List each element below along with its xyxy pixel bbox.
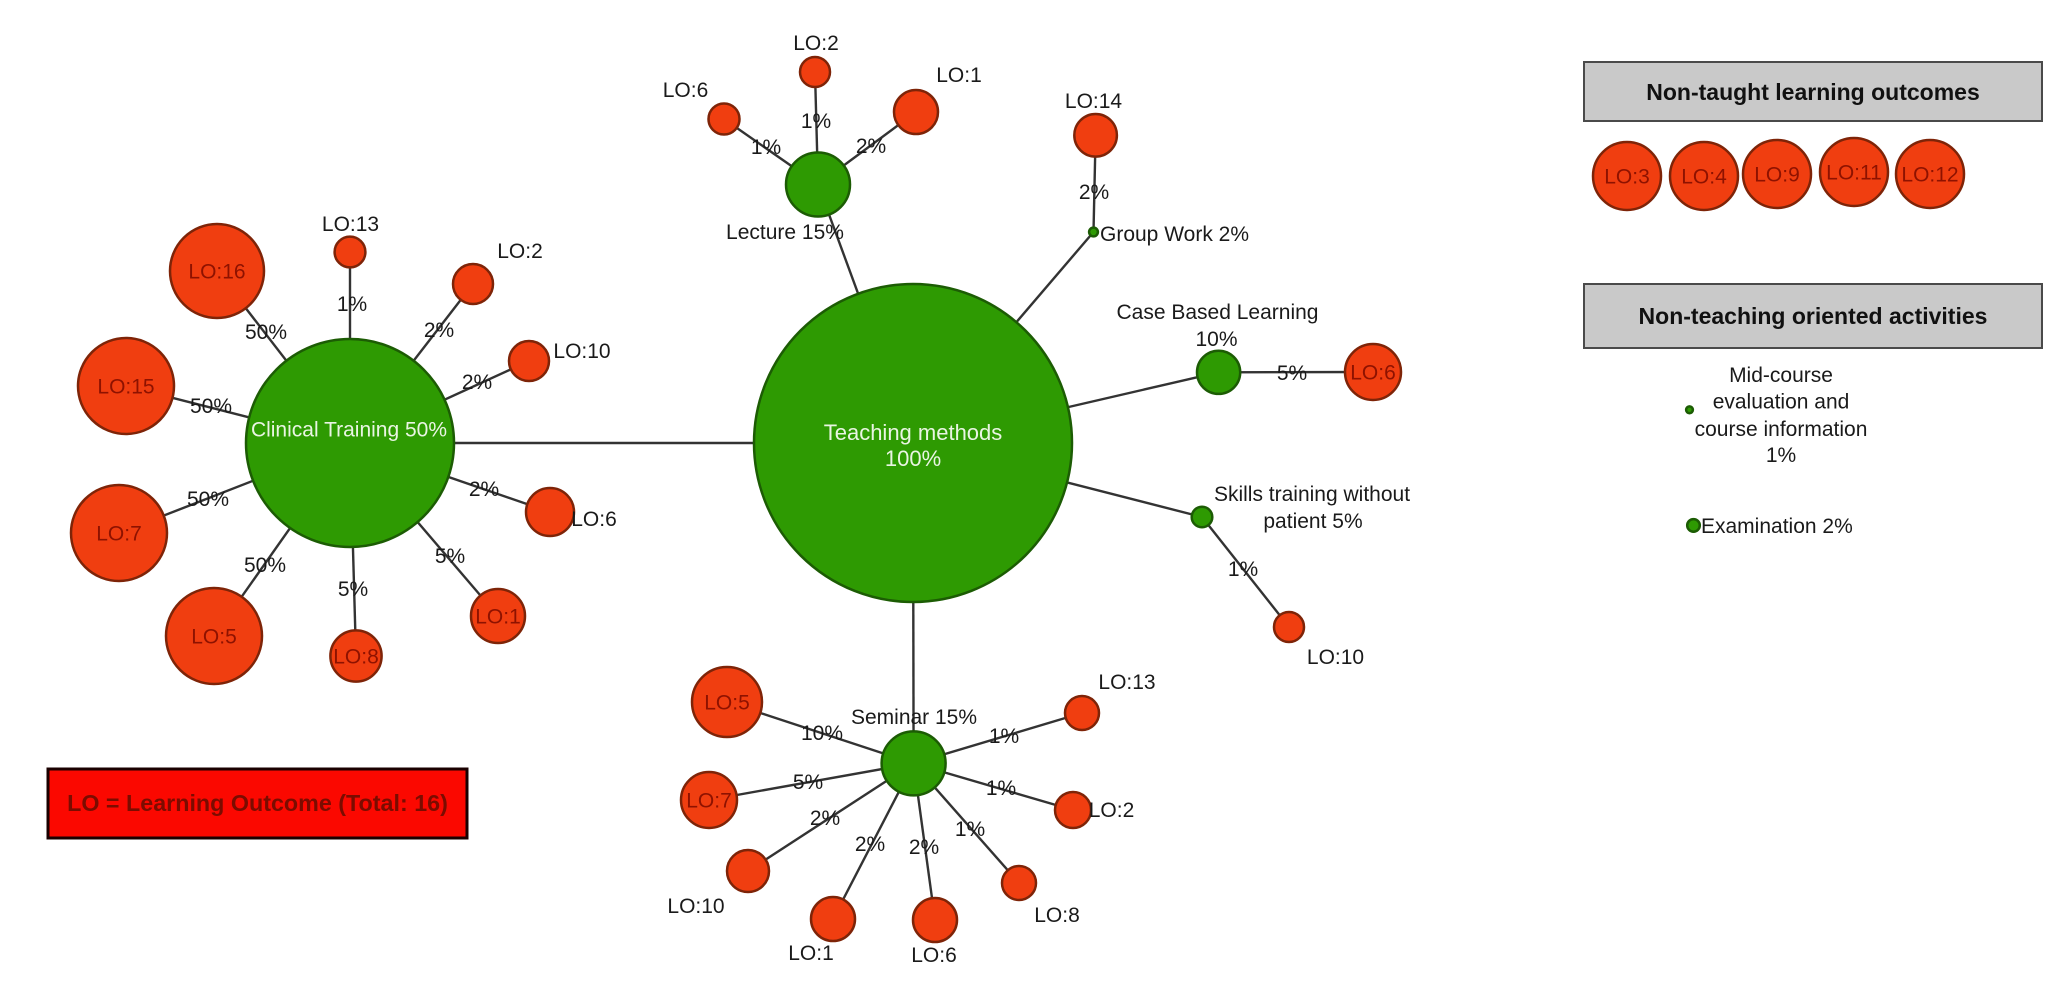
svg-text:LO:10: LO:10 — [1307, 646, 1364, 669]
svg-text:50%: 50% — [187, 488, 229, 511]
svg-text:LO:1: LO:1 — [475, 606, 521, 629]
svg-text:LO:13: LO:13 — [322, 213, 379, 236]
svg-text:LO:7: LO:7 — [686, 790, 732, 813]
svg-text:100%: 100% — [885, 446, 941, 471]
svg-text:10%: 10% — [801, 722, 843, 745]
svg-text:LO:10: LO:10 — [553, 340, 610, 363]
svg-text:50%: 50% — [244, 554, 286, 577]
svg-text:LO:11: LO:11 — [1826, 162, 1882, 185]
svg-text:5%: 5% — [338, 578, 368, 601]
svg-text:LO:5: LO:5 — [704, 692, 750, 715]
svg-text:1%: 1% — [1766, 444, 1796, 467]
svg-text:LO:16: LO:16 — [188, 261, 245, 284]
svg-text:Examination 2%: Examination 2% — [1701, 515, 1853, 538]
svg-text:2%: 2% — [424, 319, 454, 342]
svg-text:10%: 10% — [1195, 328, 1237, 351]
svg-text:LO:15: LO:15 — [97, 376, 154, 399]
svg-text:LO:2: LO:2 — [497, 240, 543, 263]
svg-text:2%: 2% — [810, 807, 840, 830]
svg-text:LO:14: LO:14 — [1065, 90, 1123, 113]
svg-text:LO:5: LO:5 — [191, 626, 237, 649]
svg-text:5%: 5% — [1277, 362, 1307, 385]
svg-text:1%: 1% — [989, 725, 1019, 748]
svg-text:Skills training without: Skills training without — [1214, 483, 1410, 506]
svg-text:LO:6: LO:6 — [1350, 362, 1396, 385]
svg-text:LO:2: LO:2 — [793, 32, 839, 55]
svg-text:LO:9: LO:9 — [1754, 164, 1800, 187]
svg-text:LO:1: LO:1 — [788, 942, 834, 965]
svg-text:Non-taught learning outcomes: Non-taught learning outcomes — [1646, 79, 1980, 105]
svg-text:LO:6: LO:6 — [571, 508, 617, 531]
svg-text:LO:8: LO:8 — [333, 646, 379, 669]
svg-text:LO:6: LO:6 — [911, 944, 957, 967]
svg-text:course information: course information — [1695, 418, 1868, 441]
svg-text:Seminar 15%: Seminar 15% — [851, 706, 977, 729]
svg-text:evaluation and: evaluation and — [1713, 391, 1850, 414]
svg-text:1%: 1% — [801, 110, 831, 133]
svg-text:Clinical Training 50%: Clinical Training 50% — [251, 419, 447, 442]
svg-text:1%: 1% — [1228, 558, 1258, 581]
svg-text:1%: 1% — [751, 136, 781, 159]
svg-text:1%: 1% — [337, 293, 367, 316]
svg-text:50%: 50% — [245, 321, 287, 344]
svg-text:LO:7: LO:7 — [96, 523, 142, 546]
svg-text:LO = Learning Outcome (Total:: LO = Learning Outcome (Total: 16) — [67, 790, 448, 816]
svg-text:5%: 5% — [793, 771, 823, 794]
svg-text:2%: 2% — [856, 135, 886, 158]
svg-text:LO:3: LO:3 — [1604, 166, 1650, 189]
svg-text:2%: 2% — [909, 836, 939, 859]
svg-text:Case Based Learning: Case Based Learning — [1117, 301, 1319, 324]
svg-text:patient 5%: patient 5% — [1263, 510, 1362, 533]
svg-text:LO:12: LO:12 — [1901, 164, 1958, 187]
svg-text:LO:2: LO:2 — [1089, 799, 1135, 822]
svg-text:1%: 1% — [986, 777, 1016, 800]
svg-text:LO:13: LO:13 — [1098, 671, 1155, 694]
svg-text:2%: 2% — [855, 833, 885, 856]
svg-text:LO:6: LO:6 — [663, 79, 709, 102]
svg-text:Group Work 2%: Group Work 2% — [1100, 223, 1249, 246]
svg-text:LO:8: LO:8 — [1034, 904, 1080, 927]
svg-text:LO:10: LO:10 — [667, 895, 724, 918]
svg-text:LO:4: LO:4 — [1681, 166, 1727, 189]
svg-text:Mid-course: Mid-course — [1729, 364, 1833, 387]
svg-text:Lecture 15%: Lecture 15% — [726, 221, 844, 244]
svg-text:50%: 50% — [190, 395, 232, 418]
svg-text:2%: 2% — [1079, 181, 1109, 204]
svg-text:2%: 2% — [469, 478, 499, 501]
svg-text:Non-teaching oriented activiti: Non-teaching oriented activities — [1639, 303, 1988, 329]
svg-text:5%: 5% — [435, 545, 465, 568]
svg-text:1%: 1% — [955, 818, 985, 841]
svg-text:Teaching methods: Teaching methods — [824, 420, 1003, 445]
svg-text:2%: 2% — [462, 371, 492, 394]
svg-text:LO:1: LO:1 — [936, 64, 982, 87]
